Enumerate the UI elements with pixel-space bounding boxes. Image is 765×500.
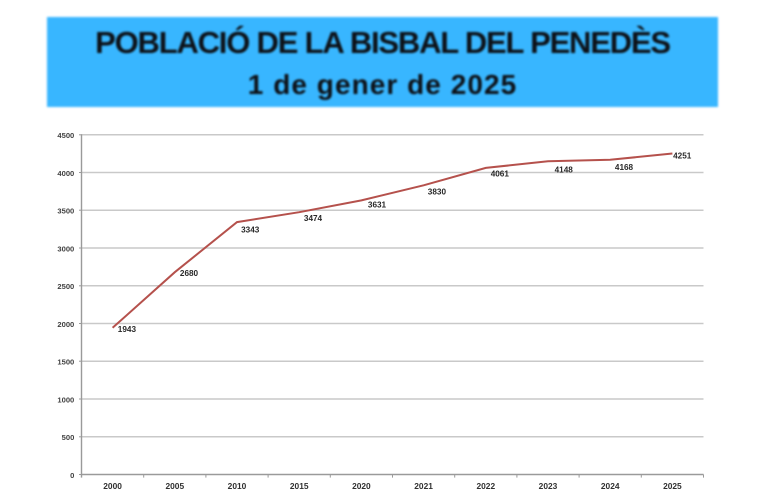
svg-text:4500: 4500 (57, 131, 74, 140)
svg-text:4168: 4168 (615, 163, 634, 172)
svg-text:2025: 2025 (663, 481, 682, 491)
svg-text:0: 0 (70, 471, 74, 480)
svg-text:2024: 2024 (601, 481, 620, 491)
svg-text:2021: 2021 (414, 481, 433, 491)
svg-text:1000: 1000 (57, 395, 74, 404)
svg-text:4251: 4251 (673, 152, 692, 161)
svg-text:2015: 2015 (290, 481, 309, 491)
svg-text:3631: 3631 (368, 201, 387, 210)
svg-text:500: 500 (62, 433, 75, 442)
svg-text:3474: 3474 (304, 214, 323, 223)
svg-text:4000: 4000 (57, 169, 74, 178)
svg-text:2500: 2500 (57, 282, 74, 291)
svg-text:1500: 1500 (57, 358, 74, 367)
svg-text:2010: 2010 (228, 481, 247, 491)
svg-text:2022: 2022 (476, 481, 495, 491)
svg-text:4148: 4148 (555, 165, 574, 174)
svg-text:2023: 2023 (539, 481, 558, 491)
svg-text:2020: 2020 (352, 481, 371, 491)
svg-text:3500: 3500 (57, 207, 74, 216)
svg-text:1943: 1943 (118, 325, 137, 334)
svg-text:2680: 2680 (180, 269, 199, 278)
svg-text:2000: 2000 (103, 481, 122, 491)
svg-text:2000: 2000 (57, 320, 74, 329)
svg-text:3830: 3830 (428, 188, 447, 197)
svg-text:3000: 3000 (57, 244, 74, 253)
svg-text:4061: 4061 (491, 170, 510, 179)
svg-text:2005: 2005 (165, 481, 184, 491)
svg-text:3343: 3343 (241, 225, 260, 234)
